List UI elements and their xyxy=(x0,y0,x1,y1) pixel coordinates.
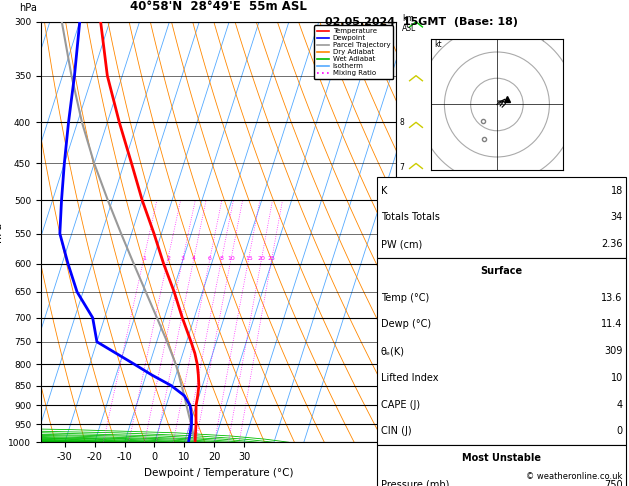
Text: 11.4: 11.4 xyxy=(601,319,623,330)
Text: Totals Totals: Totals Totals xyxy=(381,212,440,223)
Text: 6: 6 xyxy=(208,256,212,260)
Text: 3: 3 xyxy=(181,256,185,260)
Text: 13.6: 13.6 xyxy=(601,293,623,303)
Text: 1: 1 xyxy=(399,403,404,412)
Text: 2: 2 xyxy=(399,366,404,375)
Text: CIN (J): CIN (J) xyxy=(381,426,411,436)
Text: LCL: LCL xyxy=(396,426,413,435)
Text: 7: 7 xyxy=(399,163,404,172)
Text: 4: 4 xyxy=(192,256,196,260)
Text: CAPE (J): CAPE (J) xyxy=(381,399,420,410)
Text: 750: 750 xyxy=(604,480,623,486)
Text: 0: 0 xyxy=(616,426,623,436)
Text: 10: 10 xyxy=(227,256,235,260)
Text: 10: 10 xyxy=(611,373,623,383)
X-axis label: Dewpoint / Temperature (°C): Dewpoint / Temperature (°C) xyxy=(144,468,293,478)
Text: 34: 34 xyxy=(611,212,623,223)
Text: 2: 2 xyxy=(166,256,170,260)
Y-axis label: hPa: hPa xyxy=(0,222,3,242)
Text: kt: kt xyxy=(434,40,442,49)
Text: Pressure (mb): Pressure (mb) xyxy=(381,480,449,486)
Text: 4: 4 xyxy=(616,399,623,410)
Text: © weatheronline.co.uk: © weatheronline.co.uk xyxy=(526,472,623,481)
Text: 8: 8 xyxy=(220,256,224,260)
Text: 02.05.2024  15GMT  (Base: 18): 02.05.2024 15GMT (Base: 18) xyxy=(325,17,518,27)
Legend: Temperature, Dewpoint, Parcel Trajectory, Dry Adiabat, Wet Adiabat, Isotherm, Mi: Temperature, Dewpoint, Parcel Trajectory… xyxy=(314,25,393,79)
Text: θₑ(K): θₑ(K) xyxy=(381,346,404,356)
Text: Lifted Index: Lifted Index xyxy=(381,373,438,383)
Text: 20: 20 xyxy=(258,256,265,260)
Text: 25: 25 xyxy=(268,256,276,260)
Text: hPa: hPa xyxy=(19,3,38,14)
Text: 2.36: 2.36 xyxy=(601,239,623,249)
Text: 4: 4 xyxy=(399,293,404,302)
Text: km
ASL: km ASL xyxy=(402,14,416,34)
Text: PW (cm): PW (cm) xyxy=(381,239,422,249)
Text: 15: 15 xyxy=(245,256,253,260)
Text: 18: 18 xyxy=(611,186,623,196)
Text: Dewp (°C): Dewp (°C) xyxy=(381,319,431,330)
Text: 309: 309 xyxy=(604,346,623,356)
Text: Surface: Surface xyxy=(481,266,523,276)
Text: Temp (°C): Temp (°C) xyxy=(381,293,429,303)
Text: Most Unstable: Most Unstable xyxy=(462,453,541,463)
Text: 1: 1 xyxy=(142,256,146,260)
Text: 40°58'N  28°49'E  55m ASL: 40°58'N 28°49'E 55m ASL xyxy=(130,0,307,14)
Text: 5: 5 xyxy=(399,260,404,268)
Text: 8: 8 xyxy=(399,118,404,127)
Text: K: K xyxy=(381,186,387,196)
Text: 6: 6 xyxy=(399,228,404,237)
Text: 3: 3 xyxy=(399,328,404,337)
